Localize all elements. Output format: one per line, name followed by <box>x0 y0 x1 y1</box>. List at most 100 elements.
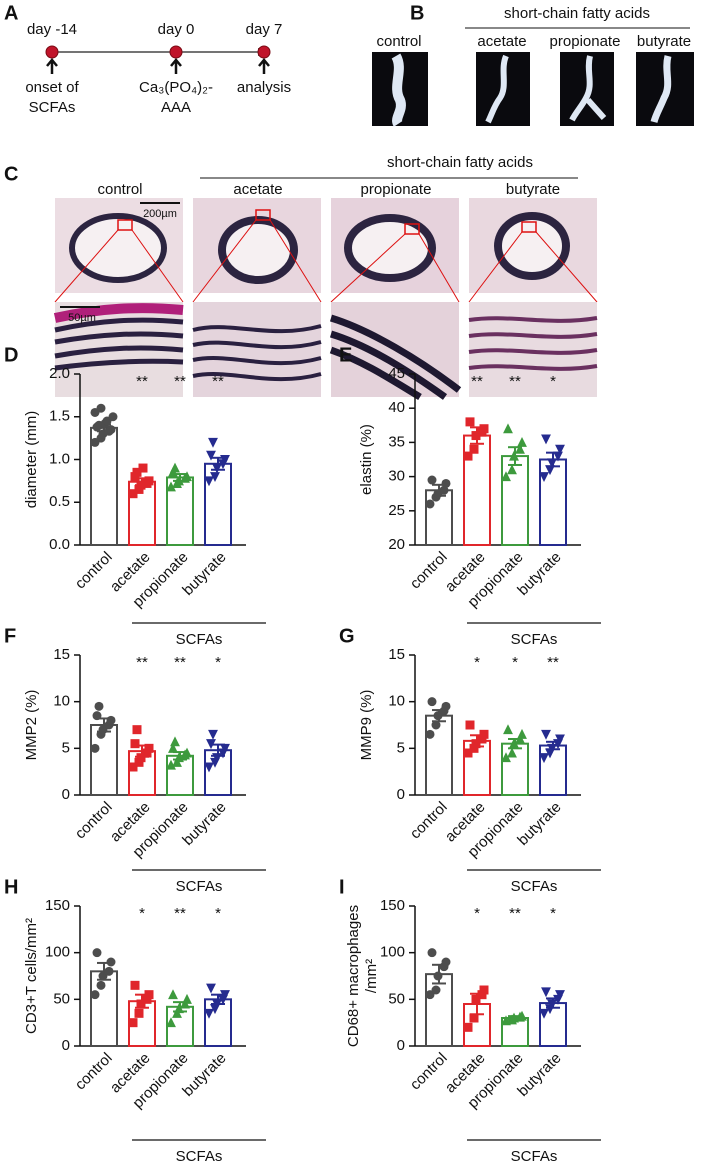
data-point <box>136 999 146 1009</box>
event-desc: AAA <box>161 99 191 116</box>
data-point <box>469 444 479 454</box>
significance: ** <box>509 905 521 922</box>
y-tick-label: 10 <box>388 693 405 710</box>
fibers <box>468 316 598 371</box>
panel-label: F <box>4 625 16 647</box>
panel-label: D <box>4 344 18 366</box>
column-label: butyrate <box>637 33 691 50</box>
fibers <box>54 317 184 371</box>
data-point <box>134 1008 144 1018</box>
data-point <box>517 1010 527 1021</box>
data-point <box>425 729 435 739</box>
data-point <box>142 748 152 758</box>
data-point <box>427 697 437 707</box>
significance: * <box>512 654 518 671</box>
data-point <box>507 464 517 475</box>
data-point <box>220 743 230 754</box>
y-tick-label: 20 <box>388 536 405 553</box>
data-point <box>439 485 449 495</box>
data-point <box>433 971 443 981</box>
data-point <box>517 728 527 739</box>
panel-label: H <box>4 876 18 898</box>
data-point <box>168 989 178 1000</box>
data-point <box>204 476 214 487</box>
y-tick-label: 100 <box>380 944 405 961</box>
data-point <box>515 443 525 454</box>
data-point <box>128 762 138 772</box>
event-day: day 0 <box>158 21 195 38</box>
event-desc: onset of <box>25 79 79 96</box>
data-point <box>539 753 549 764</box>
data-point <box>427 948 437 958</box>
bar <box>425 973 453 1048</box>
bar <box>501 742 529 797</box>
fibers <box>192 324 322 382</box>
y-tick-label: 45 <box>388 365 405 382</box>
data-point <box>479 729 489 739</box>
data-point <box>545 465 555 476</box>
data-point <box>96 403 106 413</box>
data-point <box>501 471 511 482</box>
y-tick-label: 0 <box>62 1037 70 1054</box>
fibers <box>329 314 462 401</box>
significance: ** <box>174 654 186 671</box>
data-point <box>441 478 451 488</box>
y-axis-label: elastin (%) <box>358 424 375 495</box>
aorta <box>391 53 406 127</box>
scale-label: 50µm <box>68 312 96 324</box>
panel-label: B <box>410 2 424 24</box>
data-point <box>471 994 481 1004</box>
data-point <box>174 1003 184 1014</box>
y-tick-label: 0.0 <box>49 536 70 553</box>
data-point <box>477 734 487 744</box>
data-point <box>206 983 216 994</box>
column-label: butyrate <box>506 181 560 198</box>
data-point <box>182 471 192 482</box>
y-tick-label: 35 <box>388 433 405 450</box>
bar <box>501 455 529 546</box>
data-point <box>501 752 511 763</box>
data-point <box>555 734 565 745</box>
data-point <box>106 425 116 435</box>
y-tick-label: 100 <box>45 944 70 961</box>
data-point <box>553 451 563 462</box>
data-point <box>168 742 178 753</box>
significance: ** <box>471 373 483 390</box>
y-tick-label: 150 <box>45 897 70 914</box>
data-point <box>465 720 475 730</box>
data-point <box>541 987 551 998</box>
data-point <box>547 999 557 1010</box>
data-point <box>144 990 154 1000</box>
aorta <box>569 55 607 122</box>
data-point <box>555 990 565 1001</box>
zoom-lines <box>54 219 598 303</box>
event-desc: analysis <box>237 79 291 96</box>
data-point <box>469 1013 479 1023</box>
y-tick-label: 50 <box>53 990 70 1007</box>
data-point <box>471 739 481 749</box>
significance: ** <box>547 654 559 671</box>
y-tick-label: 15 <box>53 646 70 663</box>
data-point <box>182 747 192 758</box>
data-point <box>509 738 519 749</box>
panel-label: C <box>4 163 18 185</box>
data-point <box>104 966 114 976</box>
data-point <box>166 1017 176 1028</box>
data-point <box>539 472 549 482</box>
y-axis-label: MMP9 (%) <box>358 690 375 761</box>
data-point <box>170 462 180 473</box>
column-label: acetate <box>233 181 282 198</box>
data-point <box>130 980 140 990</box>
y-axis-label: /mm² <box>363 959 380 993</box>
data-point <box>425 499 435 509</box>
data-point <box>208 437 218 448</box>
data-point <box>132 467 142 477</box>
column-label: acetate <box>477 33 526 50</box>
data-point <box>431 985 441 995</box>
significance: ** <box>212 373 224 390</box>
y-tick-label: 0 <box>62 786 70 803</box>
data-point <box>90 743 100 753</box>
data-point <box>96 980 106 990</box>
fibers <box>53 303 184 323</box>
significance: ** <box>509 373 521 390</box>
